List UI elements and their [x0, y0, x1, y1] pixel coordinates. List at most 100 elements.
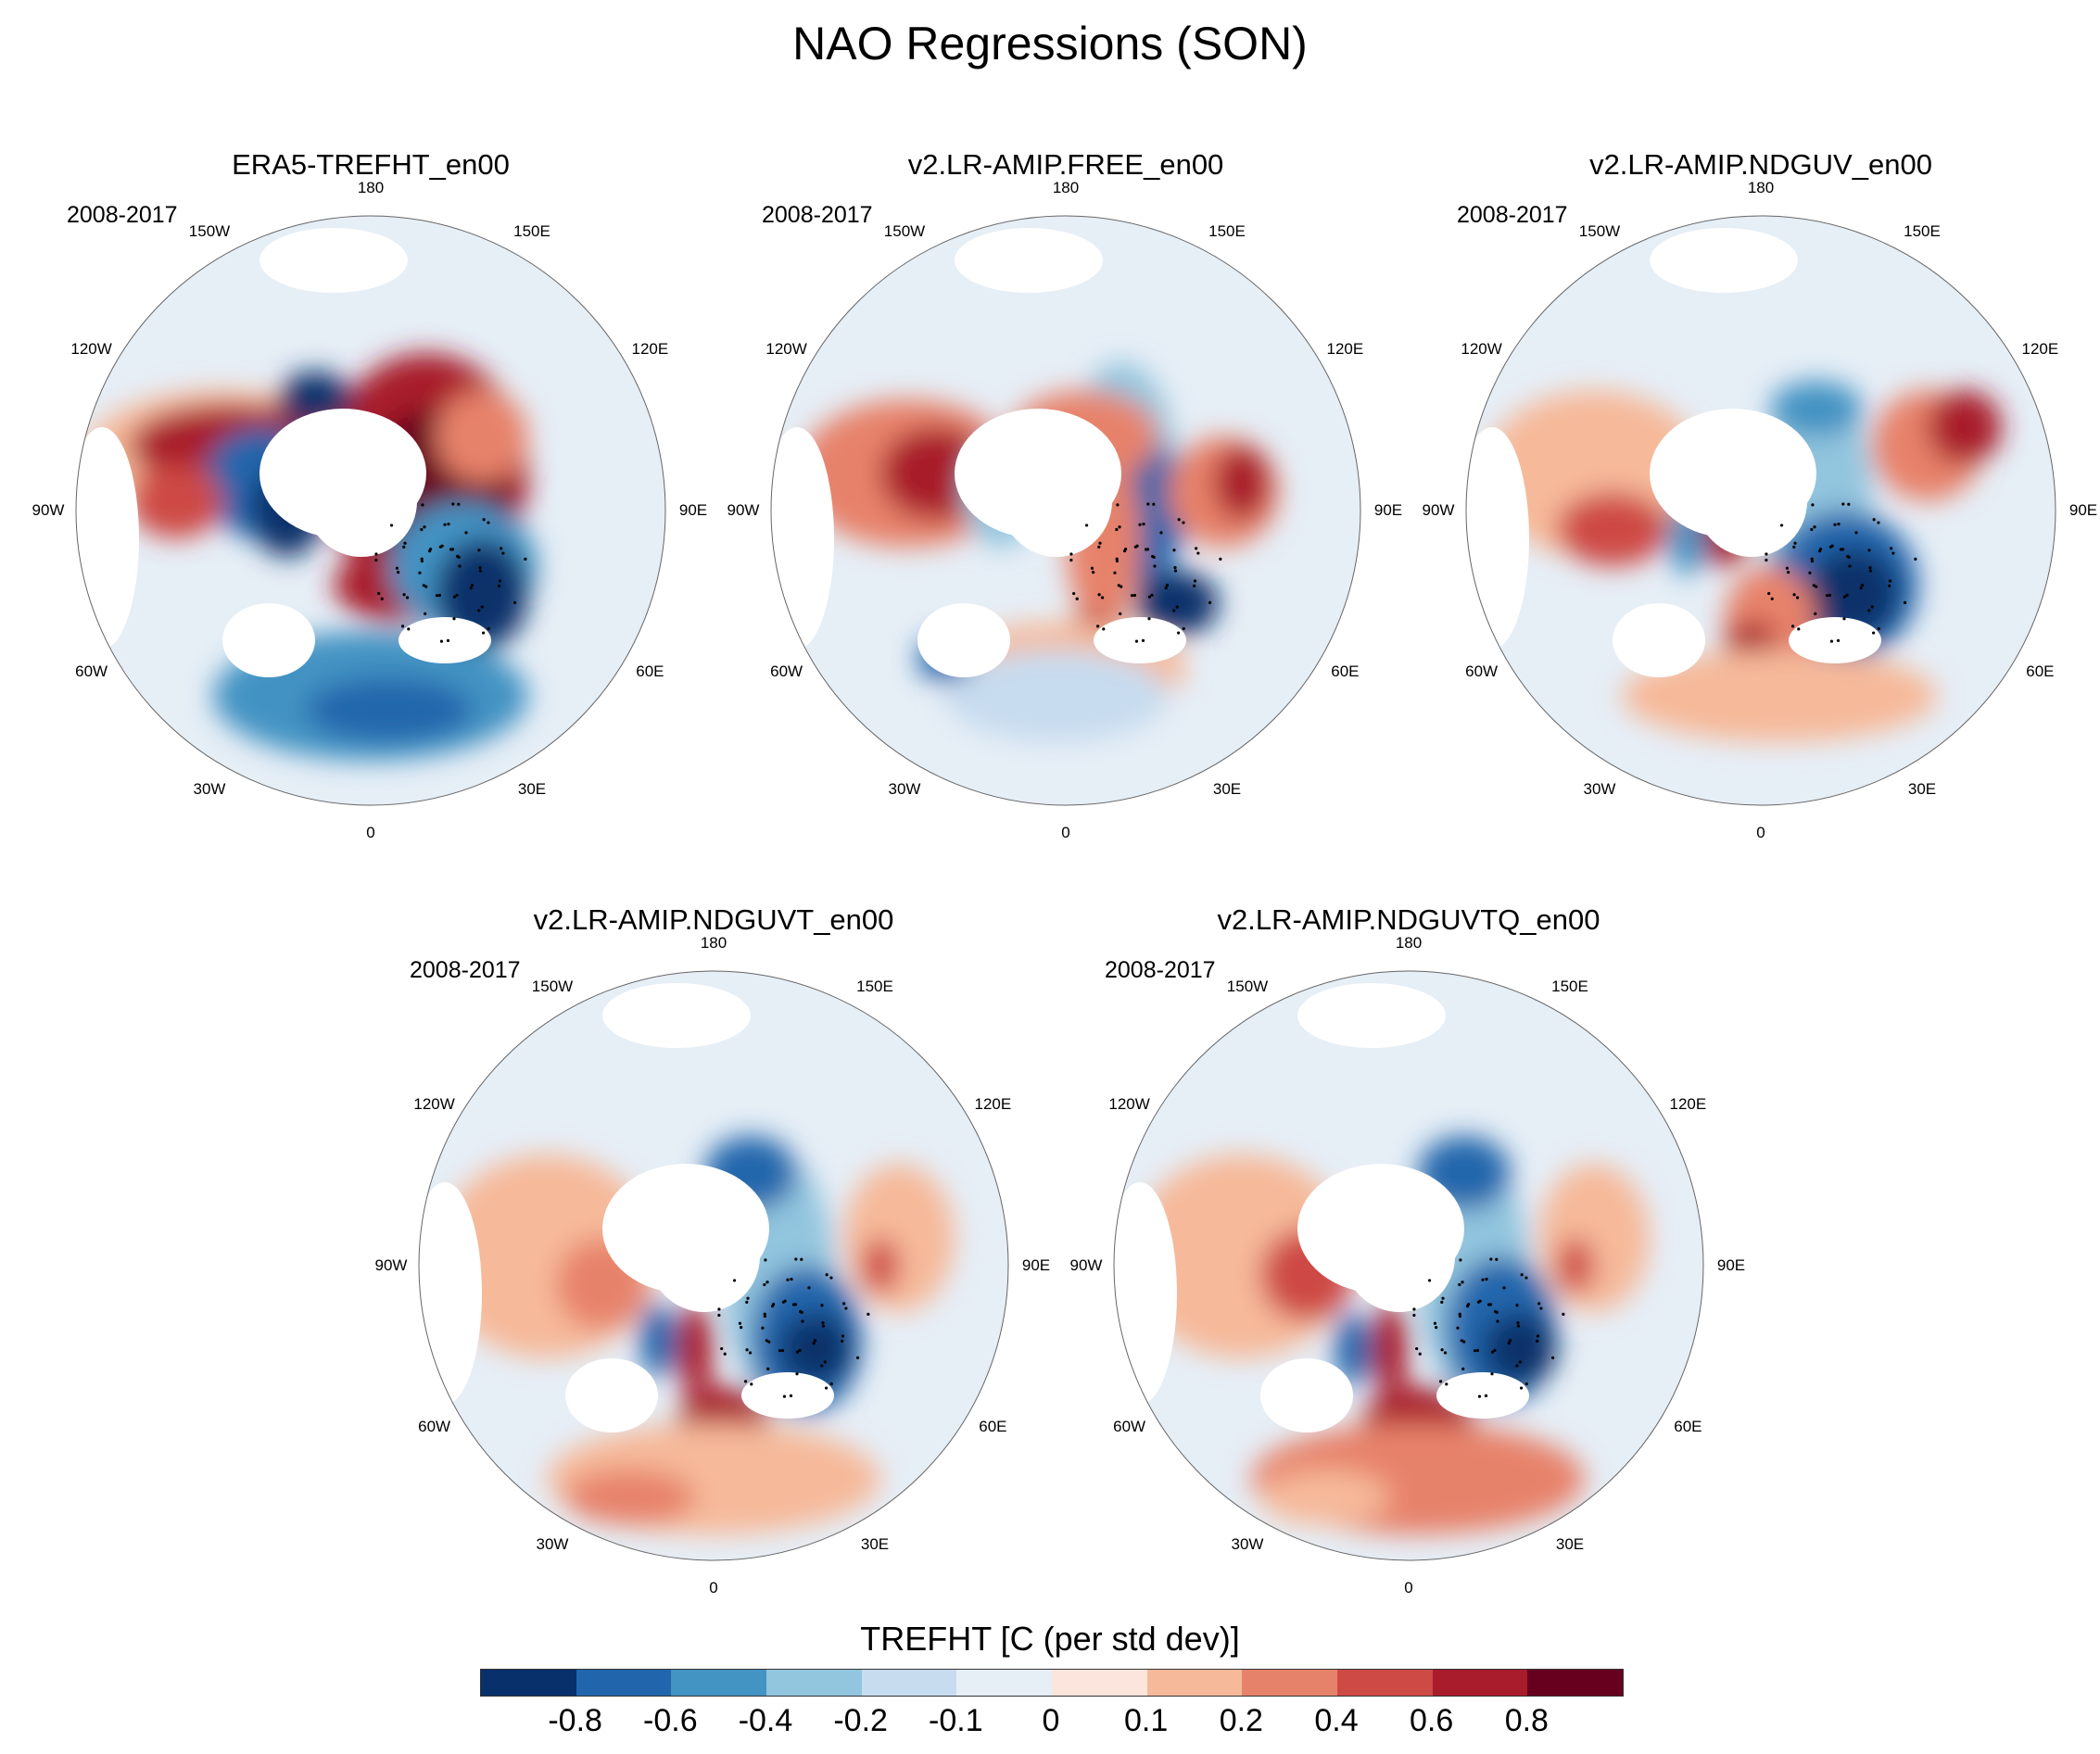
polar-map: [418, 970, 1009, 1561]
significance-dot: [1175, 605, 1179, 609]
significance-dot: [1147, 595, 1152, 599]
significance-dot: [407, 627, 411, 631]
panel-title: v2.LR-AMIP.NDGUVTQ_en00: [1217, 903, 1600, 936]
significance-dot: [1792, 593, 1796, 597]
significance-dot: [1877, 521, 1880, 524]
significance-dot: [1536, 1334, 1540, 1338]
significance-dot: [1797, 627, 1801, 631]
significance-dot: [400, 625, 405, 628]
significance-dot: [1765, 558, 1768, 562]
significance-dot: [1441, 1296, 1445, 1300]
significance-dot: [1765, 552, 1768, 556]
significance-dot: [1443, 1351, 1448, 1355]
longitude-label: 180: [1747, 179, 1775, 196]
significance-dot: [1141, 638, 1145, 642]
significance-dot: [397, 571, 400, 574]
significance-dot: [1790, 625, 1795, 628]
longitude-label: 150W: [1226, 977, 1269, 995]
significance-dot: [501, 551, 505, 555]
significance-dot: [717, 1307, 721, 1311]
significance-dot: [470, 584, 474, 587]
anomaly-region: [677, 1303, 714, 1395]
significance-dot: [1515, 1304, 1519, 1307]
significance-dot: [1433, 1321, 1437, 1325]
significance-dot: [1767, 591, 1771, 596]
significance-dot: [795, 1350, 800, 1354]
significance-dot: [745, 1348, 749, 1352]
significance-dot: [1795, 596, 1800, 599]
significance-dot: [438, 545, 443, 549]
longitude-label: 60E: [2026, 662, 2055, 680]
colorbar: [480, 1669, 1624, 1697]
significance-dot: [1090, 566, 1094, 570]
longitude-label: 90E: [1373, 501, 1403, 519]
significance-dot: [374, 558, 378, 562]
significance-dot: [1914, 557, 1917, 561]
colorbar-tick-label: -0.6: [643, 1703, 698, 1738]
longitude-label: 120E: [1326, 340, 1364, 358]
significance-dot: [512, 600, 517, 604]
significance-dot: [1847, 502, 1851, 506]
significance-dot: [1152, 502, 1156, 506]
significance-dot: [1872, 631, 1876, 635]
significance-dot: [1445, 1382, 1448, 1386]
panel-period: 2008-2017: [1105, 957, 1216, 983]
significance-dot: [1833, 523, 1837, 526]
significance-dot: [766, 1367, 770, 1370]
significance-dot: [1219, 557, 1222, 561]
longitude-label: 90W: [374, 1256, 408, 1274]
colorbar-tick-label: 0: [1042, 1703, 1060, 1738]
colorbar-box: [576, 1670, 672, 1696]
significance-dot: [841, 1339, 844, 1343]
significance-dot: [395, 566, 399, 570]
significance-dot: [1177, 518, 1181, 522]
anomaly-region: [862, 1238, 899, 1293]
longitude-label: 150E: [1904, 221, 1941, 240]
significance-dot: [458, 564, 462, 568]
masked-region: [1789, 617, 1881, 663]
significance-dot: [1814, 612, 1817, 615]
longitude-label: 60E: [1674, 1418, 1702, 1435]
map-panel: ERA5-TREFHT_en00 2008-2017 180 150E 120E 90E 6…: [32, 148, 708, 871]
significance-dot: [745, 1300, 749, 1304]
significance-dot: [1811, 503, 1815, 507]
significance-dot: [1903, 600, 1907, 604]
significance-dot: [1842, 595, 1847, 599]
masked-region: [917, 603, 1010, 677]
colorbar-tick-label: -0.4: [738, 1703, 793, 1738]
significance-dot: [1142, 522, 1145, 526]
anomaly-region: [1214, 446, 1270, 520]
significance-dot: [1872, 518, 1876, 522]
significance-dot: [829, 1276, 833, 1280]
anomaly-region: [1483, 1312, 1557, 1386]
longitude-label: 90W: [32, 501, 65, 519]
significance-dot: [1539, 1306, 1543, 1310]
polar-map: [75, 215, 666, 806]
masked-region: [741, 1372, 834, 1419]
significance-dot: [1458, 1312, 1461, 1316]
significance-dot: [377, 591, 381, 596]
masked-region: [1001, 446, 1112, 557]
significance-dot: [1785, 566, 1790, 570]
significance-dot: [1075, 597, 1079, 600]
anomaly-region: [1770, 381, 1863, 436]
significance-dot: [764, 1258, 767, 1262]
significance-dot: [405, 596, 410, 599]
significance-dot: [763, 1282, 766, 1287]
significance-dot: [418, 571, 422, 574]
longitude-label: 0: [1756, 824, 1765, 841]
longitude-label: 30E: [1907, 780, 1937, 799]
masked-region: [1696, 446, 1807, 557]
colorbar-tick-label: -0.2: [833, 1703, 888, 1738]
significance-dot: [1144, 548, 1148, 551]
longitude-label: 90W: [1069, 1256, 1103, 1274]
significance-dot: [778, 1349, 782, 1353]
masked-region: [1114, 1182, 1177, 1405]
anomaly-region: [639, 1303, 677, 1377]
significance-dot: [1537, 1302, 1541, 1306]
significance-dot: [435, 594, 439, 598]
significance-dot: [1475, 1348, 1480, 1353]
masked-region: [1436, 1372, 1529, 1419]
significance-dot: [380, 597, 384, 600]
significance-dot: [763, 1314, 766, 1319]
